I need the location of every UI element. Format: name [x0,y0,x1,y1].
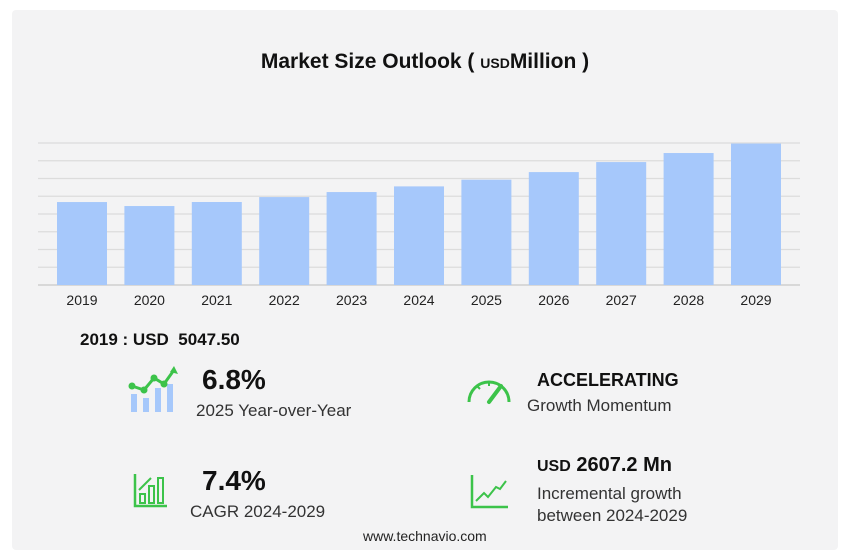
x-tick-label: 2020 [134,292,165,308]
bar-2021 [191,202,242,285]
bar-2027 [596,162,647,285]
title-unit-prefix: USD [480,55,510,71]
x-tick-label: 2026 [538,292,569,308]
line-growth-icon [470,475,508,509]
highlight-value: 2019 : USD 5047.50 [80,330,240,350]
bar-2023 [326,192,377,285]
title-unit: Million [509,50,577,73]
x-tick-label: 2027 [606,292,637,308]
x-tick-label: 2029 [740,292,771,308]
yoy-value: 6.8% [202,364,266,395]
incremental-value: USD 2607.2 Mn [537,454,672,477]
x-tick-label: 2019 [66,292,97,308]
incremental-label-1: Incremental growth [537,484,682,503]
yoy-label: 2025 Year-over-Year [196,401,352,420]
x-tick-label: 2028 [673,292,704,308]
bar-2029 [731,143,781,285]
bar-2028 [663,153,714,285]
chart-title: Market Size Outlook ( USDMillion ) [260,50,590,73]
bar-2025 [461,179,512,285]
x-tick-label: 2024 [403,292,434,308]
x-tick-label: 2021 [201,292,232,308]
x-tick-label: 2023 [336,292,367,308]
speedometer-icon [467,380,511,404]
incremental-label-2: between 2024-2029 [537,506,688,525]
highlight-number: 5047.50 [178,330,240,349]
incremental-number: 2607.2 Mn [576,454,672,476]
bar-2024 [394,186,444,285]
bar-chart: 2019 2020 2021 2022 2023 2024 2025 2026 2027 2028… [38,142,800,308]
footer-url: www.technavio.com [363,528,487,544]
title-text: Market Size Outlook [260,50,462,73]
cagr-label: CAGR 2024-2029 [190,502,326,521]
bar-2026 [528,172,579,285]
bar-2019 [57,202,107,285]
momentum-label: Growth Momentum [527,396,672,415]
bar-growth-icon [133,474,167,508]
bar-2022 [259,197,310,285]
highlight-label: 2019 : USD [80,330,169,349]
cagr-value: 7.4% [202,465,266,496]
momentum-value: ACCELERATING [537,370,679,390]
x-tick-label: 2025 [471,292,502,308]
x-tick-label: 2022 [269,292,300,308]
growth-chart-icon [128,366,178,412]
incremental-prefix: USD [537,458,571,475]
bar-2020 [124,206,175,285]
